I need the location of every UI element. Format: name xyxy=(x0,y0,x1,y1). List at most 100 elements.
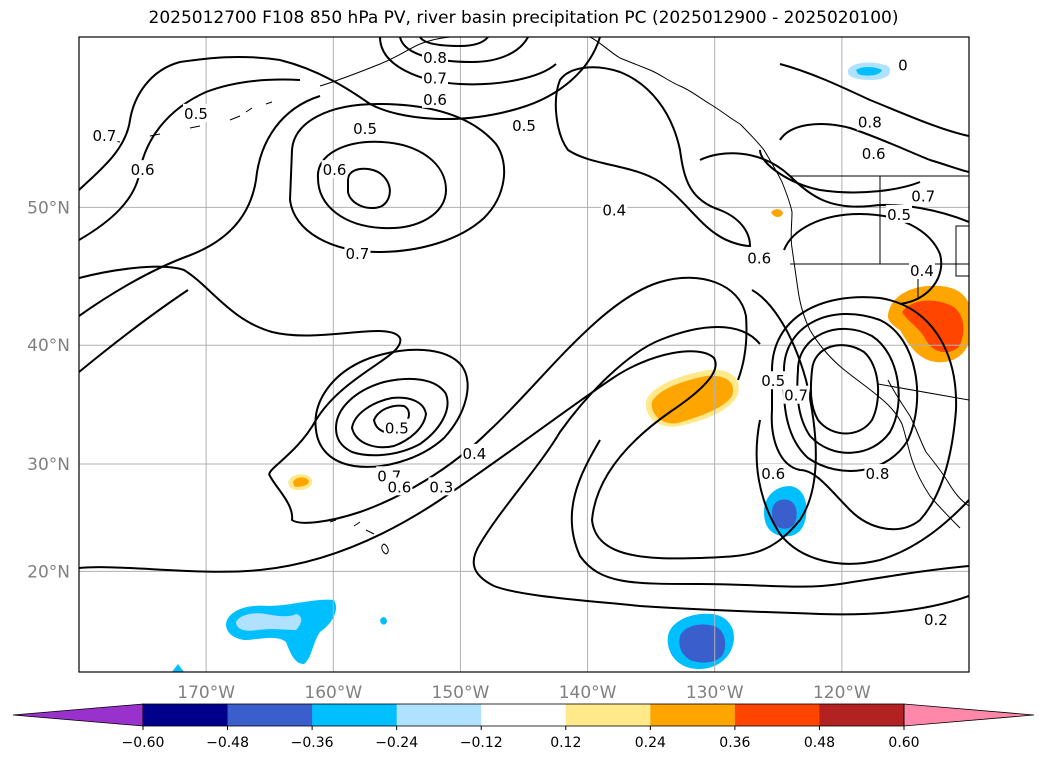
contour-label-bg xyxy=(860,144,887,163)
contour-label-bg xyxy=(428,477,455,496)
contour-0.4-west xyxy=(79,265,748,524)
contour-0.7-east xyxy=(796,327,900,454)
contour-label: 0.6 xyxy=(423,91,447,109)
contour-label: 0.5 xyxy=(761,372,785,390)
contour-label-bg xyxy=(182,103,209,122)
contour-0.8-north xyxy=(419,37,489,48)
colorbar-tick-label: 0.48 xyxy=(804,735,835,751)
colorbar-segment xyxy=(819,704,905,726)
contour-label: 0.3 xyxy=(429,478,453,496)
contour-0.7-low xyxy=(350,396,428,449)
contour-label: 0.6 xyxy=(323,161,347,179)
contour-label: 0.4 xyxy=(462,445,486,463)
contour-0.5-west xyxy=(79,95,321,317)
contour-0.6-west xyxy=(79,78,301,241)
shade-neg-west-light xyxy=(236,613,302,631)
shade-pos-coast xyxy=(771,209,783,217)
y-tick-labels: 50°N 40°N 30°N 20°N xyxy=(27,198,70,582)
contour-label: 0.8 xyxy=(866,465,890,483)
contour-label: 0.4 xyxy=(910,262,934,280)
colorbar-tick-label: −0.24 xyxy=(375,735,418,751)
contour-label: 0.4 xyxy=(602,201,626,219)
contour-label-bg xyxy=(864,464,891,483)
colorbar-segment xyxy=(650,704,736,726)
contour-label-bg xyxy=(746,248,773,267)
x-tick-label: 170°W xyxy=(177,683,235,703)
contour-0.6-high xyxy=(316,140,448,230)
colorbar-extend-min xyxy=(12,703,144,727)
contour-label: 0.5 xyxy=(184,105,208,123)
contour-0.4-northeast xyxy=(783,212,943,305)
contour-label-bg xyxy=(383,418,410,437)
shade-pos-small-core xyxy=(293,477,309,487)
contour-label: 0.6 xyxy=(862,145,886,163)
coast-alaska xyxy=(319,37,741,125)
contour-label-bg xyxy=(422,89,448,108)
colorbar: −0.60 −0.48 −0.36 −0.24 −0.12 0.12 0.24 0.36 0.4… xyxy=(12,703,1035,751)
contour-label-bg xyxy=(760,371,787,390)
contour-label-bg xyxy=(910,186,937,205)
contour-label: 0.7 xyxy=(911,188,935,206)
x-tick-label: 160°W xyxy=(304,683,362,703)
contour-0.2 xyxy=(570,439,969,588)
colorbar-segment xyxy=(312,704,398,726)
contour-0.8-northeast xyxy=(779,63,969,137)
contour-label-bg xyxy=(601,200,628,219)
x-tick-label: 150°W xyxy=(432,683,490,703)
shade-neg-tiny xyxy=(380,617,387,625)
contour-label-bg xyxy=(922,610,949,629)
colorbar-tick-label: 0.60 xyxy=(888,735,919,751)
contour-labels: 0.80.70.60.70.50.60.5 0.50.60.70.40.60.80… xyxy=(91,48,949,629)
contour-label: 0.5 xyxy=(887,206,911,224)
contour-0.4-west-edge xyxy=(79,289,189,373)
contour-0.6-north xyxy=(379,37,557,86)
contour-0.2-outer xyxy=(472,326,969,616)
colorbar-tick-label: −0.12 xyxy=(460,735,503,751)
contour-label-bg xyxy=(352,119,379,138)
colorbar-segment xyxy=(481,704,567,726)
shade-neg-north-core xyxy=(856,67,882,76)
contour-label-bg xyxy=(886,204,913,223)
contour-label-bg xyxy=(760,464,787,483)
contour-0.8-east xyxy=(809,344,880,435)
colorbar-segment xyxy=(396,704,482,726)
contour-0.6-east xyxy=(782,312,919,472)
contour-label-bg xyxy=(908,261,935,280)
colorbar-tick-label: 0.12 xyxy=(550,735,581,751)
contour-0.5-north xyxy=(279,37,601,120)
contour-0.7-west xyxy=(79,55,281,191)
contour-label-bg xyxy=(386,477,413,496)
colorbar-tick-label: 0.36 xyxy=(719,735,750,751)
colorbar-extend-max xyxy=(903,703,1035,727)
colorbar-segment xyxy=(565,704,651,726)
contour-label: 0.6 xyxy=(747,249,771,267)
contour-label: 0.8 xyxy=(423,49,447,67)
y-tick-label: 40°N xyxy=(27,336,70,356)
x-tick-labels: 170°W 160°W 150°W 140°W 130°W 120°W xyxy=(177,683,871,703)
contour-label: 0.5 xyxy=(385,420,409,438)
x-tick-label: 130°W xyxy=(686,683,744,703)
colorbar-segment xyxy=(143,704,229,726)
colorbar-tick-label: −0.48 xyxy=(206,735,249,751)
coastlines xyxy=(109,37,969,555)
colorbar-segment xyxy=(734,704,820,726)
coast-baja xyxy=(887,379,969,507)
contour-label-bg xyxy=(344,244,371,263)
shade-neg-east-core xyxy=(772,499,797,529)
x-tick-label: 140°W xyxy=(559,683,617,703)
country-borders xyxy=(790,175,969,401)
colorbar-outline xyxy=(142,703,905,727)
shade-neg-south-core xyxy=(679,624,726,663)
contour-0.3 xyxy=(79,289,817,573)
coast-bc xyxy=(739,123,961,529)
contour-0.7-northeast xyxy=(759,149,921,194)
contour-label-bg xyxy=(91,125,118,144)
colorbar-segment xyxy=(227,704,313,726)
contour-label-bg xyxy=(461,443,488,462)
map-frame xyxy=(78,36,970,673)
contour-label-bg xyxy=(511,115,537,134)
contour-label-bg xyxy=(422,68,448,87)
colorbar-tick-label: 0.24 xyxy=(635,735,666,751)
contour-label-bg xyxy=(321,160,348,179)
shade-neg-west xyxy=(226,599,337,664)
